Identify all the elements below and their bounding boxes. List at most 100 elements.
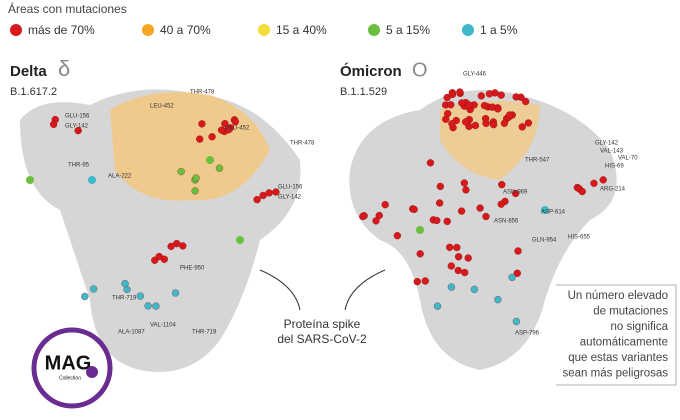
legend-label: 15 a 40% (276, 23, 327, 37)
mutation-dot (470, 285, 479, 294)
mutation-dot (465, 101, 473, 109)
mutation-dot (421, 277, 429, 285)
mutation-dot (191, 187, 199, 195)
mutation-dot (511, 189, 520, 198)
residue-label: ASN-969 (503, 190, 528, 196)
mutation-dot (160, 255, 168, 263)
mutation-dot (447, 262, 455, 270)
mutation-dot (49, 120, 58, 128)
mutation-dot (497, 200, 505, 208)
mutation-dot (152, 302, 160, 310)
mutation-dot (177, 167, 185, 176)
residue-label: GLY-142 (595, 141, 619, 147)
mutation-dot (485, 90, 494, 98)
arrow (259, 269, 301, 311)
logo-sub: Collection (59, 375, 81, 381)
legend-label: 40 a 70% (160, 23, 211, 37)
legend-swatch (142, 24, 154, 36)
residue-label: THR-478 (290, 141, 315, 147)
mutation-dot (231, 118, 239, 126)
mutation-dot (456, 88, 464, 96)
mutation-dot (88, 176, 96, 184)
legend-swatch (462, 24, 474, 36)
legend-swatch (10, 24, 22, 36)
legend-title: Áreas con mutaciones (8, 1, 127, 16)
residue-label: VAL-1104 (150, 323, 176, 329)
mutation-dot (522, 97, 530, 106)
mutation-dot (198, 120, 206, 128)
mutation-dot (89, 285, 98, 293)
residue-label: LEU-452 (150, 104, 174, 110)
mutation-dot (590, 179, 598, 187)
mutation-dot (433, 302, 442, 310)
note-line: Un número elevado (568, 290, 668, 302)
mutation-dot (512, 317, 521, 326)
residue-label: GLU-156 (65, 114, 90, 120)
mutation-dot (443, 217, 451, 226)
mutation-dot (505, 111, 514, 119)
mutation-dot (448, 90, 457, 99)
residue-label: ALA-1087 (118, 330, 145, 336)
residue-label: ASP-796 (515, 331, 540, 337)
mutation-dot (265, 189, 273, 197)
mutation-dot (151, 256, 159, 264)
variant-name: Ómicron (340, 62, 402, 80)
caption: del SARS-CoV-2 (277, 332, 367, 346)
mutation-dot (454, 266, 462, 275)
mutation-dot (457, 207, 466, 215)
note-line: que estas variantes (568, 352, 668, 364)
mutation-dot (372, 217, 380, 225)
mutation-dot (513, 269, 521, 277)
mutation-dot (436, 182, 445, 191)
mutation-dot (121, 279, 129, 288)
mutation-dot (167, 242, 175, 251)
logo-text: MAG (45, 352, 92, 374)
mutation-dot (136, 292, 144, 300)
mutation-dot (413, 277, 421, 286)
mutation-dot (498, 180, 506, 189)
residue-label: GLN-954 (532, 238, 557, 244)
mutation-dot (359, 212, 367, 221)
mutation-dot (416, 250, 424, 258)
mutation-dot (215, 164, 224, 172)
mutation-dot (81, 292, 89, 301)
mutation-dot (206, 156, 214, 164)
mutation-dot (462, 118, 470, 126)
mutation-dot (458, 99, 466, 107)
residue-label: VAL-70 (618, 156, 638, 162)
mutation-dot (500, 119, 509, 127)
mutation-dot (447, 283, 456, 291)
mutation-dot (381, 201, 389, 209)
mutation-dot (494, 295, 502, 304)
variant-name: Delta (10, 63, 47, 80)
residue-label: GLY-142 (65, 124, 89, 130)
note-line: automáticamente (580, 337, 668, 349)
legend-label: 5 a 15% (386, 23, 430, 37)
residue-label: THR-478 (190, 90, 215, 96)
mutation-dot (435, 199, 444, 207)
variant-symbol: O (412, 59, 428, 81)
variant-lineage: B.1.1.529 (340, 86, 387, 98)
logo: MAG Collection (31, 327, 113, 409)
mutation-dot (481, 114, 490, 123)
mutation-dot (460, 179, 469, 187)
legend-swatch (258, 24, 270, 36)
mutation-dot (524, 119, 533, 127)
mutation-dot (476, 204, 484, 212)
mutation-dot (208, 133, 216, 141)
variant-lineage: B.1.617.2 (10, 86, 57, 98)
arrow (344, 269, 386, 311)
variant-symbol: δ (58, 56, 70, 81)
mutation-dot (512, 93, 520, 101)
mutation-dot (447, 101, 455, 109)
mutation-dot (253, 196, 261, 204)
mutation-dot (489, 120, 498, 129)
mutation-dot (192, 174, 200, 182)
residue-label: HIS-655 (568, 235, 591, 241)
legend-swatch (368, 24, 380, 36)
mutation-dot (224, 126, 233, 134)
residue-label: GLU-452 (225, 126, 250, 132)
mutation-dot (26, 176, 34, 184)
mutation-dot (518, 123, 526, 131)
residue-label: THR-719 (112, 296, 137, 302)
